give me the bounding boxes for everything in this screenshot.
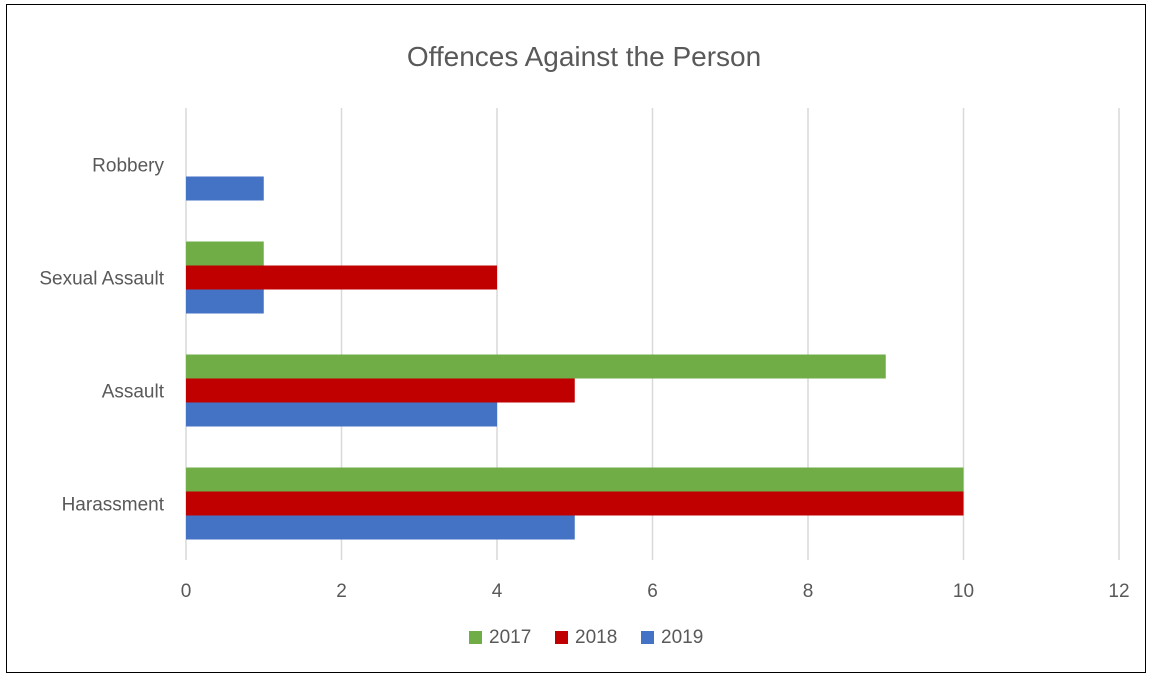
x-tick-label-10: 10 xyxy=(953,581,974,602)
legend-label-2018: 2018 xyxy=(575,627,617,648)
bar-assault-2017 xyxy=(186,354,886,379)
x-tick-label-2: 2 xyxy=(336,581,347,602)
x-tick-label-0: 0 xyxy=(181,581,192,602)
bar-harassment-2018 xyxy=(186,491,964,516)
bar-robbery-2019 xyxy=(186,176,264,201)
legend: 2017 2018 2019 xyxy=(469,627,703,648)
bar-assault-2019 xyxy=(186,402,497,427)
x-tick-label-4: 4 xyxy=(492,581,503,602)
category-label-harassment: Harassment xyxy=(62,495,165,516)
bars xyxy=(186,176,964,540)
bar-sexual-assault-2019 xyxy=(186,289,264,314)
chart-area xyxy=(6,4,1146,673)
legend-swatch-2018 xyxy=(555,631,568,644)
category-label-sexual-assault: Sexual Assault xyxy=(39,269,164,290)
x-tick-label-6: 6 xyxy=(647,581,658,602)
x-axis-tick-labels: 0 2 4 6 8 10 12 xyxy=(181,581,1130,602)
chart-title: Offences Against the Person xyxy=(407,41,761,72)
x-tick-label-12: 12 xyxy=(1108,581,1129,602)
x-tick-label-8: 8 xyxy=(803,581,814,602)
y-axis-category-labels: Robbery Sexual Assault Assault Harassment xyxy=(39,156,164,516)
bar-sexual-assault-2017 xyxy=(186,241,264,266)
category-label-assault: Assault xyxy=(102,382,165,403)
bar-assault-2018 xyxy=(186,378,575,403)
legend-swatch-2019 xyxy=(641,631,654,644)
bar-harassment-2019 xyxy=(186,515,575,540)
legend-swatch-2017 xyxy=(469,631,482,644)
legend-label-2019: 2019 xyxy=(661,627,703,648)
legend-label-2017: 2017 xyxy=(489,627,531,648)
bar-sexual-assault-2018 xyxy=(186,265,497,290)
bar-harassment-2017 xyxy=(186,467,964,492)
category-label-robbery: Robbery xyxy=(92,156,164,177)
